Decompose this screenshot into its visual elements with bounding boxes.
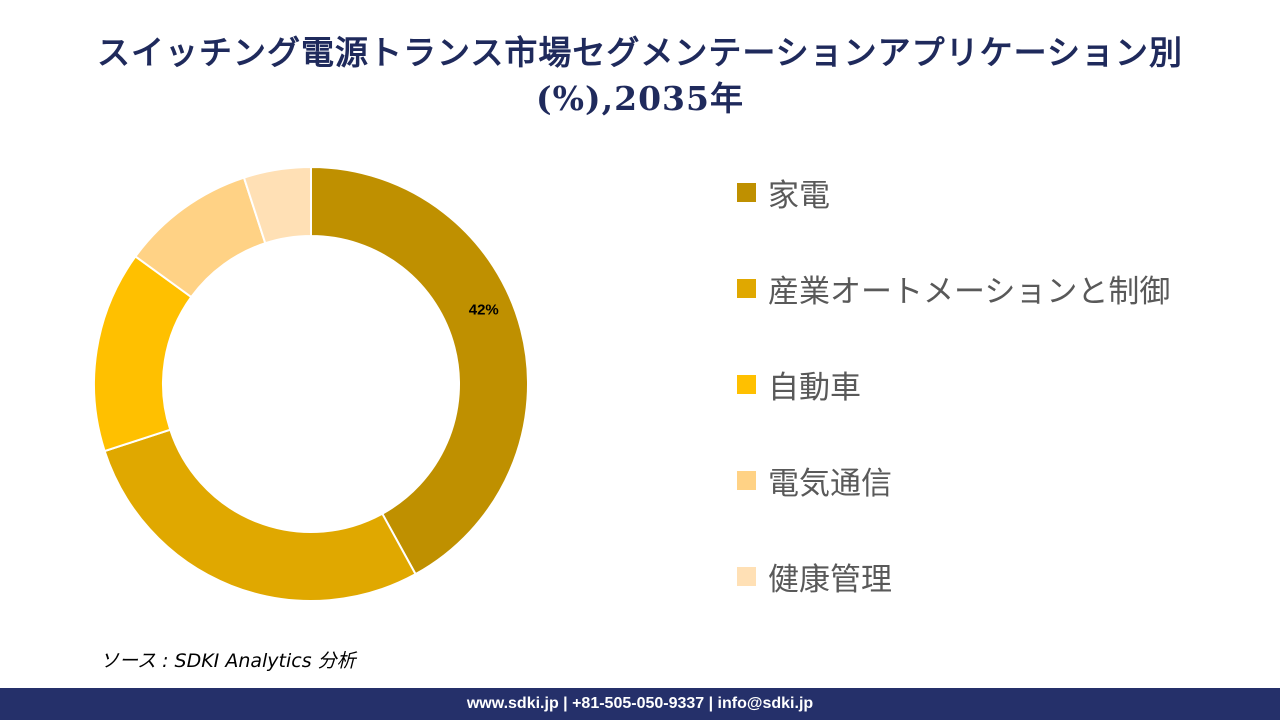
legend-item: 健康管理 bbox=[737, 554, 892, 599]
legend-swatch bbox=[737, 567, 756, 586]
legend-swatch bbox=[737, 183, 756, 202]
legend-label: 産業オートメーションと制御 bbox=[768, 274, 1171, 310]
legend-label: 家電 bbox=[768, 178, 830, 214]
legend-label: 電気通信 bbox=[768, 466, 892, 502]
legend-item: 家電 bbox=[737, 170, 830, 215]
legend-swatch bbox=[737, 279, 756, 298]
legend-item: 電気通信 bbox=[737, 458, 892, 503]
legend-label: 健康管理 bbox=[768, 562, 892, 598]
legend-item: 産業オートメーションと制御 bbox=[737, 266, 1170, 311]
donut-segment-5 bbox=[242, 165, 312, 245]
footer-contact: www.sdki.jp | +81-505-050-9337 | info@sd… bbox=[0, 688, 1280, 720]
source-note: ソース : SDKI Analytics 分析 bbox=[100, 650, 356, 672]
legend-label: 自動車 bbox=[768, 370, 861, 406]
title-line-2: (%),2035年 bbox=[536, 79, 744, 118]
legend-swatch bbox=[737, 471, 756, 490]
donut-segment-2 bbox=[103, 428, 417, 602]
title-line-1: スイッチング電源トランス市場セグメンテーションアプリケーション別 bbox=[96, 33, 1184, 72]
legend-swatch bbox=[737, 375, 756, 394]
legend-item: 自動車 bbox=[737, 362, 861, 407]
chart-title: スイッチング電源トランス市場セグメンテーションアプリケーション別 (%),203… bbox=[40, 30, 1240, 122]
donut-segment-1 bbox=[310, 165, 530, 576]
data-label: 42% bbox=[469, 302, 499, 319]
